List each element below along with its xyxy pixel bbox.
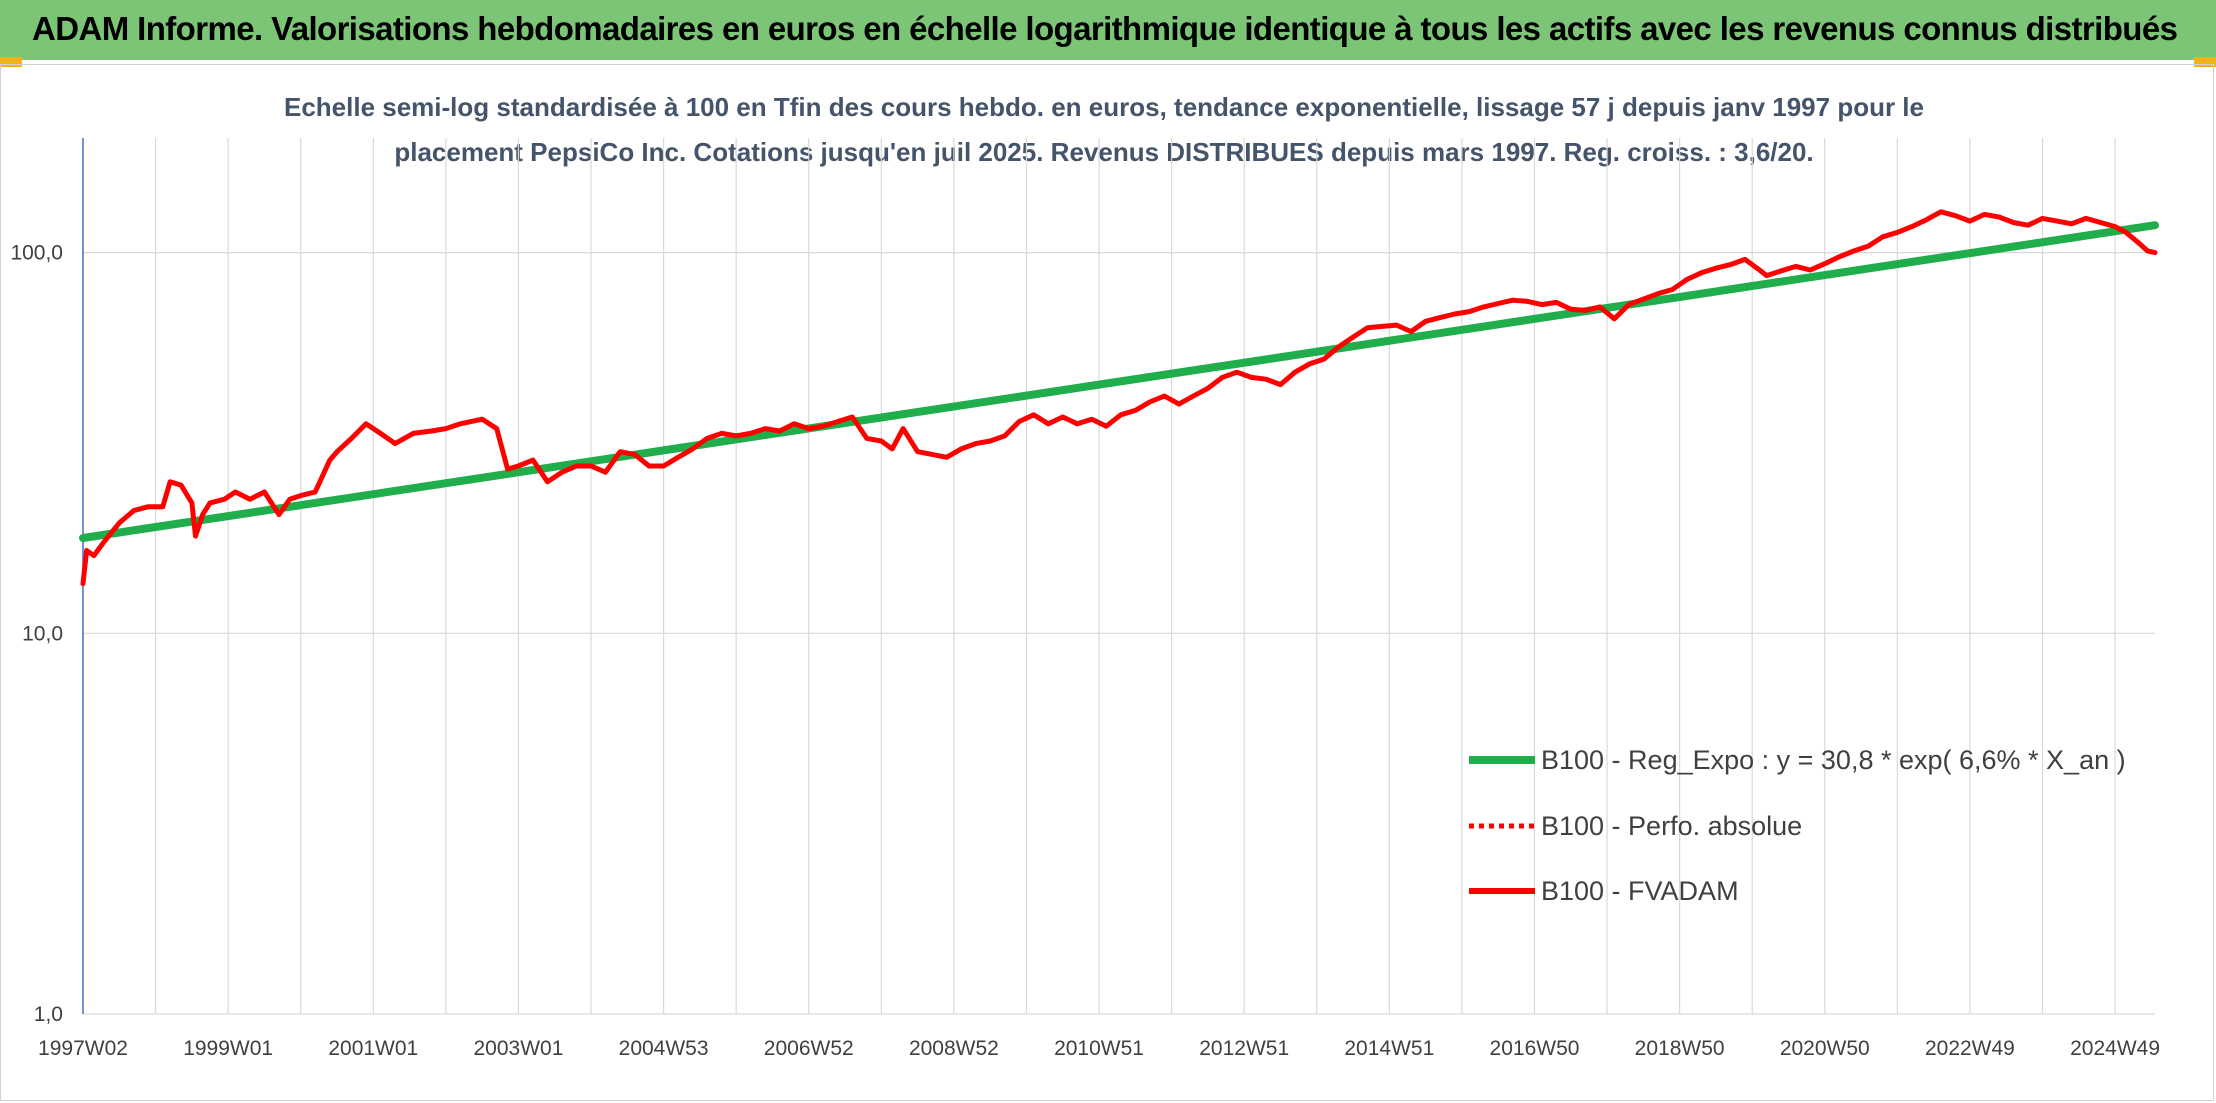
series-line-regression xyxy=(79,221,2159,542)
x-tick-label: 2012W51 xyxy=(1199,1037,1289,1060)
chart-svg: Echelle semi-log standardisée à 100 en T… xyxy=(10,92,2160,1060)
report-title: ADAM Informe. Valorisations hebdomadaire… xyxy=(32,10,2178,47)
x-tick-label: 2010W51 xyxy=(1054,1037,1144,1060)
x-tick-label: 2001W01 xyxy=(328,1037,418,1060)
x-gridlines xyxy=(154,138,2116,1014)
x-tick-label: 2018W50 xyxy=(1635,1037,1725,1060)
x-tick-label: 1997W02 xyxy=(38,1037,128,1060)
x-tick-label: 2024W49 xyxy=(2070,1037,2160,1060)
legend: B100 - Reg_Expo : y = 30,8 * exp( 6,6% *… xyxy=(1469,745,2126,906)
corner-marker-left xyxy=(0,57,22,67)
x-tick-label: 2014W51 xyxy=(1344,1037,1434,1060)
corner-marker-right xyxy=(2194,57,2216,67)
legend-item-perfo-absolue: B100 - Perfo. absolue xyxy=(1541,811,1802,841)
legend-item-fvadam: B100 - FVADAM xyxy=(1541,876,1739,906)
x-tick-label: 2008W52 xyxy=(909,1037,999,1060)
x-tick-label: 2022W49 xyxy=(1925,1037,2015,1060)
x-tick-label: 2016W50 xyxy=(1490,1037,1580,1060)
header-banner: ADAM Informe. Valorisations hebdomadaire… xyxy=(0,0,2216,60)
y-gridlines xyxy=(83,252,2155,1015)
chart-title-line-1: Echelle semi-log standardisée à 100 en T… xyxy=(284,92,1924,122)
y-tick-label: 100,0 xyxy=(10,242,63,265)
x-tick-label: 2020W50 xyxy=(1780,1037,1870,1060)
chart-title-line-2: placement PepsiCo Inc. Cotations jusqu'e… xyxy=(394,137,1813,167)
x-tick-label: 1999W01 xyxy=(183,1037,273,1060)
series-line-fvadam xyxy=(80,209,2158,587)
series-layer xyxy=(79,209,2159,587)
x-tick-labels: 1997W02 1999W01 2001W01 2003W01 2004W53 2006W… xyxy=(38,1037,2160,1060)
x-tick-label: 2004W53 xyxy=(619,1037,709,1060)
y-tick-label: 10,0 xyxy=(22,622,63,645)
y-tick-label: 1,0 xyxy=(34,1003,63,1026)
chart-area: Echelle semi-log standardisée à 100 en T… xyxy=(0,64,2214,1101)
x-tick-label: 2003W01 xyxy=(473,1037,563,1060)
y-tick-labels: 1,0 10,0 100,0 xyxy=(10,242,63,1026)
legend-item-regression: B100 - Reg_Expo : y = 30,8 * exp( 6,6% *… xyxy=(1541,745,2126,775)
x-tick-label: 2006W52 xyxy=(764,1037,854,1060)
